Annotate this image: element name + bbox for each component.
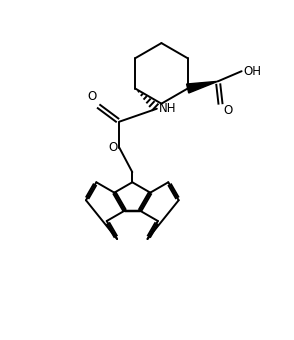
Text: O: O — [87, 90, 96, 103]
Text: O: O — [224, 104, 233, 117]
Text: O: O — [108, 141, 118, 154]
Text: NH: NH — [158, 102, 176, 115]
Text: OH: OH — [243, 65, 261, 78]
Polygon shape — [187, 81, 218, 93]
